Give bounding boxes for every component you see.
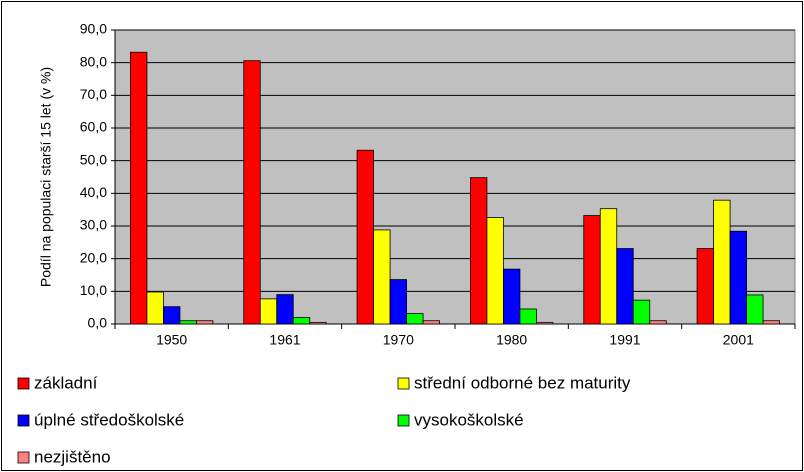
bar xyxy=(406,313,424,325)
bar xyxy=(486,217,504,325)
y-tick-label: 30,0 xyxy=(80,217,107,233)
bar xyxy=(292,317,311,325)
bar xyxy=(470,177,488,325)
x-tick-label: 1961 xyxy=(269,332,300,348)
y-tick-label: 50,0 xyxy=(80,151,107,167)
bar xyxy=(276,294,294,325)
legend-label: úplné středoškolské xyxy=(34,410,184,429)
bar xyxy=(146,291,164,325)
y-axis-label: Podíl na populaci starší 15 let (v %) xyxy=(38,67,54,287)
bar xyxy=(746,294,764,325)
legend-swatch xyxy=(17,414,30,427)
legend-label: nezjištěno xyxy=(34,447,111,466)
bar xyxy=(696,248,714,325)
bar xyxy=(519,308,537,325)
bar xyxy=(356,149,374,325)
legend-label: základní xyxy=(34,373,98,392)
bar xyxy=(130,51,148,325)
legend-label: vysokoškolské xyxy=(414,410,524,429)
bar xyxy=(373,229,391,325)
bar xyxy=(583,215,601,325)
x-tick-label: 1991 xyxy=(609,332,640,348)
bar xyxy=(163,306,181,325)
bar xyxy=(713,199,731,325)
bar xyxy=(762,320,780,325)
bar xyxy=(729,230,747,325)
x-tick-label: 1970 xyxy=(383,332,414,348)
y-tick-label: 90,0 xyxy=(80,21,107,37)
bar xyxy=(422,320,440,325)
legend-swatch xyxy=(397,377,410,390)
bar xyxy=(503,268,521,325)
legend-swatch xyxy=(17,451,30,464)
legend-swatch xyxy=(17,377,30,390)
bar xyxy=(649,320,667,325)
y-tick-label: 40,0 xyxy=(80,184,107,200)
plot-area xyxy=(114,29,796,325)
bar xyxy=(632,299,651,325)
y-tick-label: 20,0 xyxy=(80,249,107,265)
bar xyxy=(536,321,554,325)
bar xyxy=(243,60,261,325)
bar xyxy=(179,320,197,325)
bar xyxy=(196,320,214,325)
y-tick-label: 60,0 xyxy=(80,119,107,135)
legend-label: střední odborné bez maturity xyxy=(414,373,631,392)
y-tick-label: 80,0 xyxy=(80,53,107,69)
bar xyxy=(616,248,634,325)
y-tick-label: 70,0 xyxy=(80,86,107,102)
bar xyxy=(599,208,618,325)
legend-swatch xyxy=(397,414,410,427)
bar xyxy=(259,298,278,325)
x-tick-label: 1950 xyxy=(156,332,187,348)
y-tick-label: 10,0 xyxy=(80,282,107,298)
x-tick-label: 2001 xyxy=(723,332,754,348)
bar xyxy=(389,279,407,325)
bar xyxy=(309,321,327,325)
x-tick-label: 1980 xyxy=(496,332,527,348)
y-tick-label: 0,0 xyxy=(88,315,108,331)
